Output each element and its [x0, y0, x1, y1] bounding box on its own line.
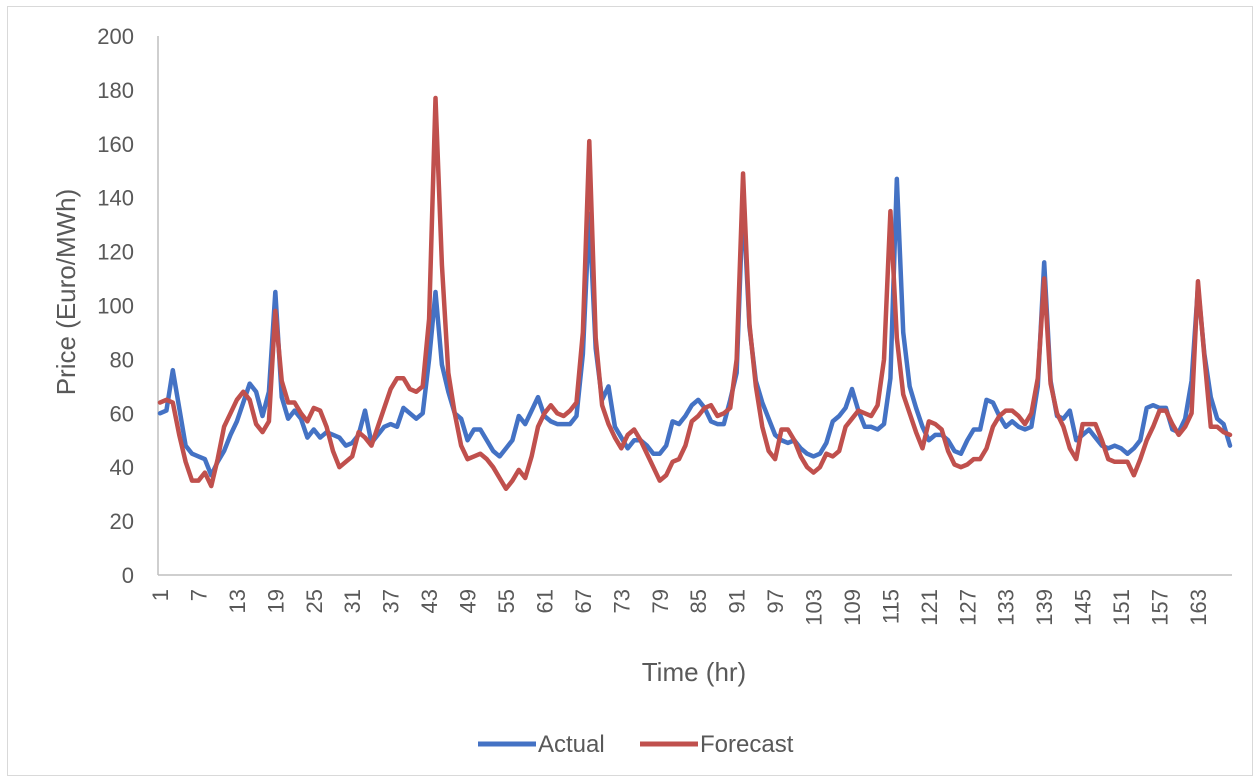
- y-tick-label: 160: [97, 132, 134, 157]
- y-axis: 0 20 40 60 80 100 120 140 160 180 200: [97, 24, 159, 588]
- x-tick-label: 61: [532, 589, 557, 613]
- y-tick-label: 180: [97, 78, 134, 103]
- series-lines: [157, 95, 1233, 492]
- x-tick-label: 97: [763, 589, 788, 613]
- x-tick-label: 25: [302, 589, 327, 613]
- y-tick-label: 120: [97, 240, 134, 265]
- y-axis-title: Price (Euro/MWh): [51, 189, 81, 396]
- x-tick-label: 13: [225, 589, 250, 613]
- x-tick-label: 157: [1148, 589, 1173, 626]
- x-tick-label: 85: [686, 589, 711, 613]
- x-axis-title: Time (hr): [642, 657, 746, 687]
- legend-label-actual: Actual: [538, 731, 605, 758]
- y-tick-label: 40: [110, 455, 134, 480]
- y-tick-label: 140: [97, 186, 134, 211]
- y-tick-label: 80: [110, 347, 134, 372]
- x-tick-label: 55: [494, 589, 519, 613]
- x-tick-label: 121: [917, 589, 942, 626]
- x-tick-label: 19: [263, 589, 288, 613]
- x-tick-label: 145: [1071, 589, 1096, 626]
- x-tick-label: 127: [955, 589, 980, 626]
- y-tick-label: 200: [97, 24, 134, 49]
- x-tick-label: 151: [1109, 589, 1134, 626]
- legend-label-forecast: Forecast: [700, 731, 794, 758]
- series-line-forecast: [157, 95, 1233, 492]
- x-tick-label: 109: [840, 589, 865, 626]
- chart-frame: [7, 6, 1253, 776]
- x-tick-label: 73: [609, 589, 634, 613]
- x-tick-label: 115: [878, 589, 903, 624]
- x-tick-label: 37: [379, 589, 404, 613]
- series-line-actual: [157, 176, 1233, 478]
- x-tick-label: 67: [571, 589, 596, 613]
- x-tick-label: 91: [725, 589, 750, 613]
- x-tick-label: 7: [186, 589, 211, 601]
- x-tick-label: 31: [340, 589, 365, 613]
- x-tick-label: 163: [1186, 589, 1211, 626]
- x-axis: 1 7 13 19 25 31 37 43 49 55 61 67 73 79 85 91 97 103 109 11…: [148, 574, 1232, 626]
- x-tick-label: 1: [148, 589, 173, 601]
- x-tick-label: 103: [802, 589, 827, 626]
- y-tick-label: 20: [110, 509, 134, 534]
- x-tick-label: 79: [648, 589, 673, 613]
- y-tick-label: 0: [122, 563, 134, 588]
- legend: Actual Forecast: [478, 731, 794, 758]
- x-tick-label: 49: [456, 589, 481, 613]
- y-tick-label: 60: [110, 401, 134, 426]
- y-tick-label: 100: [97, 294, 134, 319]
- x-tick-label: 133: [994, 589, 1019, 626]
- x-tick-label: 43: [417, 589, 442, 613]
- x-tick-label: 139: [1032, 589, 1057, 626]
